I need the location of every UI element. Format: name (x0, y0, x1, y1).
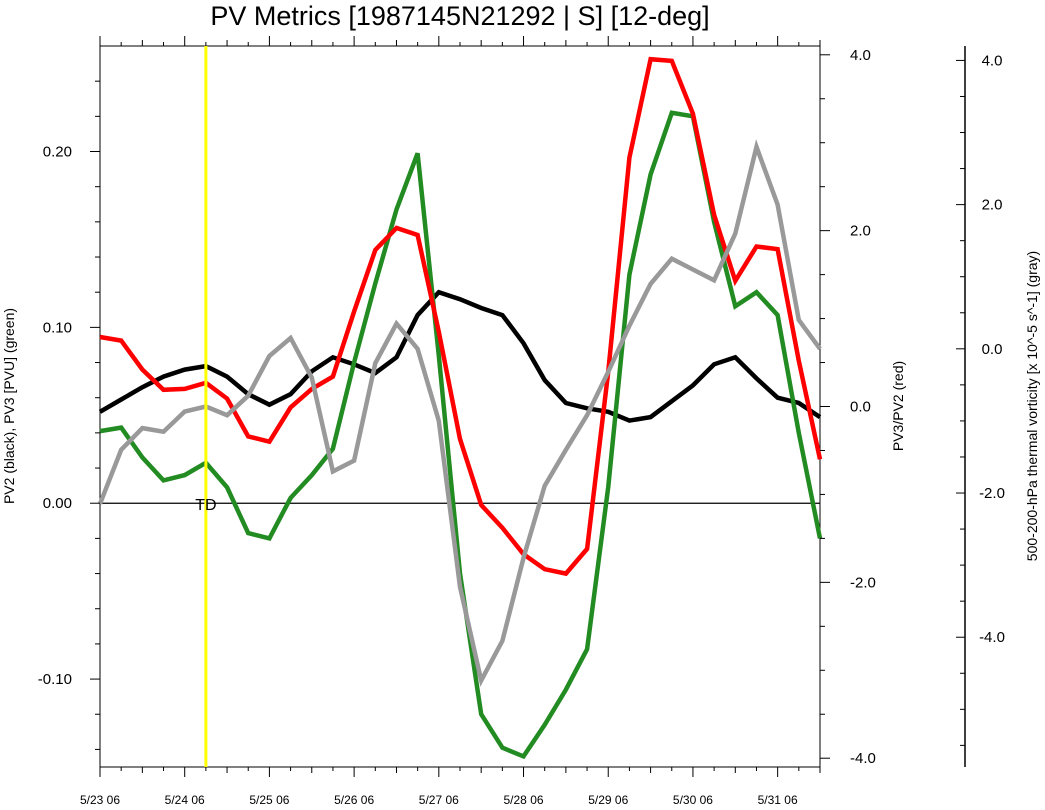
x-tick-label: 5/24 06 (165, 793, 205, 805)
left-axis: -0.10 0.00 0.10 0.20 (38, 80, 100, 750)
x-axis: 5/23 06 5/24 06 5/25 06 5/26 06 5/27 06 5/28 … (80, 36, 821, 807)
far-right-tick-label: 2.0 (982, 197, 1003, 214)
right-tick-label: -4.0 (850, 750, 876, 767)
x-tick-label: 5/25 06 (249, 793, 289, 805)
right-tick-label: 0.0 (850, 399, 871, 416)
series-layer (97, 56, 823, 760)
right-axis-title: PV3/PV2 (red) (890, 361, 906, 451)
left-tick-label: 0.10 (43, 319, 72, 336)
left-tick-label: -0.10 (38, 671, 72, 688)
left-tick-label: 0.00 (43, 495, 72, 512)
left-tick-label: 0.20 (43, 144, 72, 161)
series-line-left-0 (98, 289, 822, 423)
left-axis-title: PV2 (black), PV3 [PVU] (green) (1, 308, 17, 504)
x-tick-label: 5/30 06 (673, 793, 713, 805)
annotation-label: TD (195, 497, 216, 514)
x-tick-label: 5/26 06 (334, 793, 374, 805)
right-tick-label: -2.0 (850, 574, 876, 591)
right-tick-label: 4.0 (850, 47, 871, 64)
far-right-axis-title: 500-200-hPa thermal vorticity [x 10^-5 s… (1024, 251, 1040, 561)
annotation-layer: TD (195, 46, 217, 767)
far-right-tick-label: -4.0 (979, 629, 1005, 646)
far-right-tick-label: 0.0 (982, 341, 1003, 358)
series-line-far_right-3 (97, 139, 822, 687)
x-tick-label: 5/28 06 (504, 793, 544, 805)
x-tick-label: 5/27 06 (419, 793, 459, 805)
far-right-tick-label: -2.0 (979, 485, 1005, 502)
x-tick-label: 5/29 06 (588, 793, 628, 805)
x-tick-label: 5/23 06 (80, 793, 120, 805)
x-tick-label: 5/31 06 (758, 793, 798, 805)
right-tick-label: 2.0 (850, 223, 871, 240)
right-axis: -4.0 -2.0 0.0 2.0 4.0 (820, 47, 876, 767)
chart-title: PV Metrics [1987145N21292 | S] [12-deg] (210, 1, 709, 31)
far-right-axis: -4.0 -2.0 0.0 2.0 4.0 (956, 46, 1005, 767)
far-right-tick-label: 4.0 (982, 52, 1003, 69)
series-line-right-2 (99, 56, 823, 577)
